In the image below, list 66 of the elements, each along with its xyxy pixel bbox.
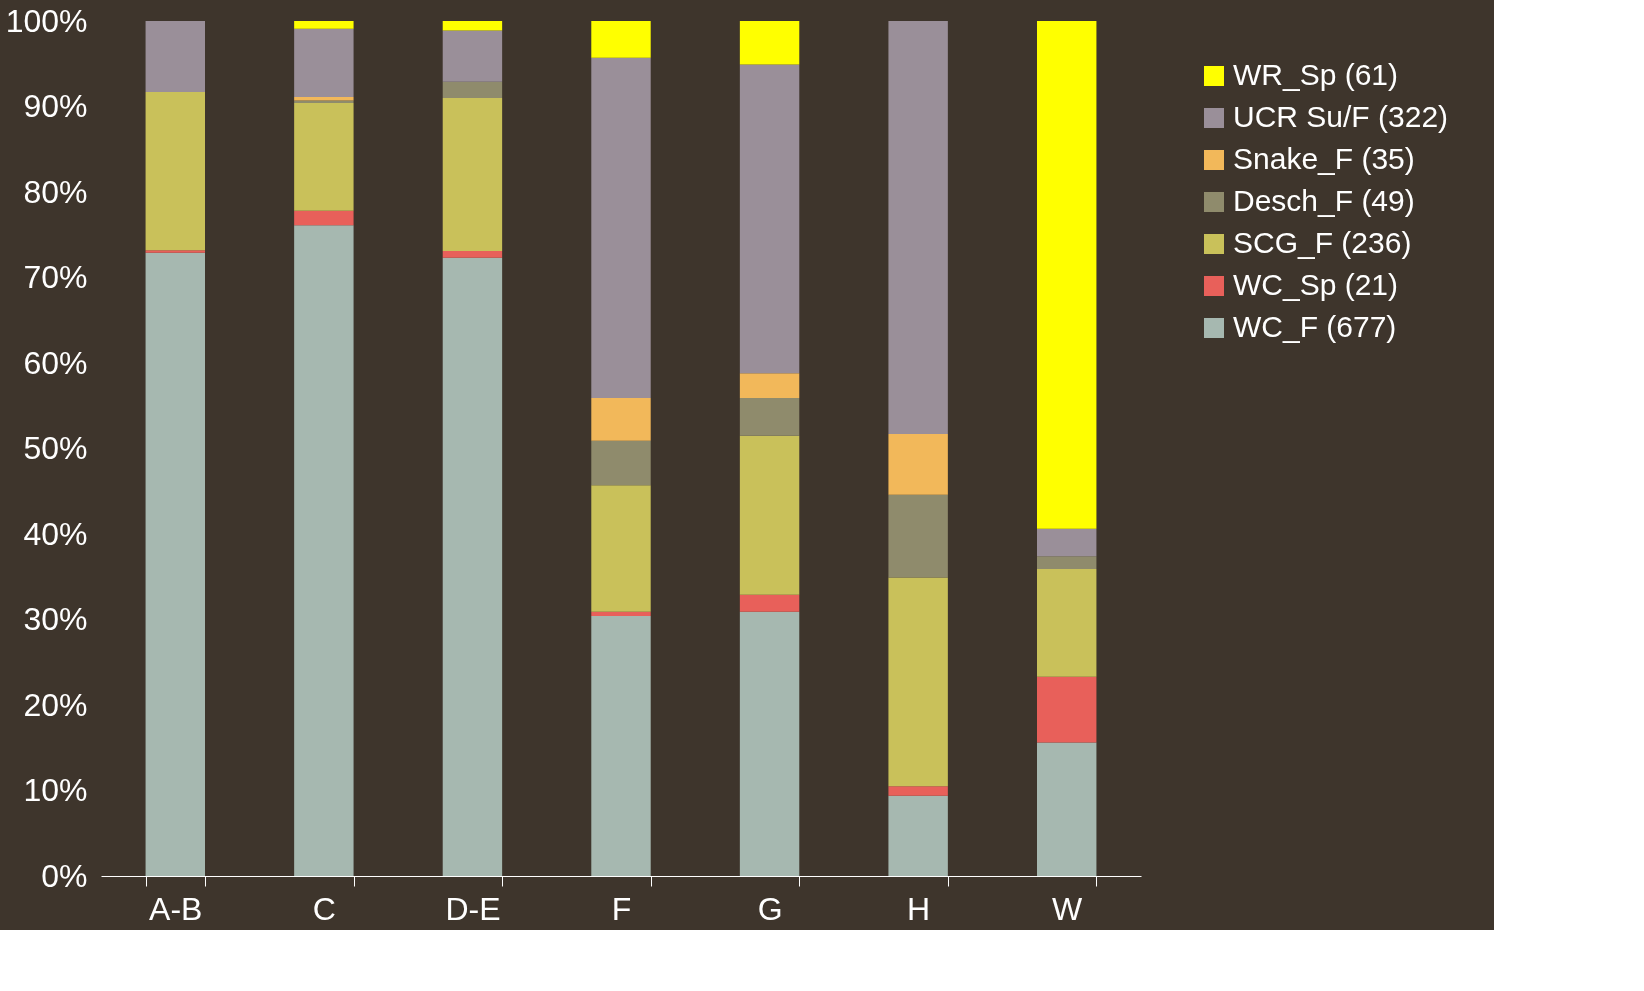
legend-label: WR_Sp (61)	[1233, 58, 1399, 91]
x-tick-label: F	[611, 890, 632, 927]
bar	[145, 252, 205, 876]
bar	[442, 251, 503, 258]
bar	[739, 611, 800, 876]
y-tick-label: 50%	[23, 430, 88, 466]
y-tick-label: 20%	[23, 686, 88, 723]
bar	[888, 21, 948, 434]
bar	[1037, 528, 1097, 557]
legend-label: WC_Sp (21)	[1233, 268, 1399, 301]
y-tick-label: 40%	[23, 515, 88, 552]
x-tick-label: D-E	[445, 890, 501, 927]
y-tick-label: 90%	[23, 88, 88, 124]
bar	[442, 21, 503, 31]
bar	[591, 398, 651, 441]
bar	[1037, 569, 1097, 677]
bar	[739, 398, 800, 436]
bar	[442, 97, 503, 251]
bar	[294, 210, 354, 226]
bar	[888, 494, 948, 578]
bar	[442, 30, 503, 82]
bar	[739, 594, 800, 612]
bar	[1037, 676, 1097, 743]
bar	[294, 28, 354, 98]
x-tick-label: W	[1052, 890, 1084, 927]
bar	[591, 485, 651, 612]
y-tick-label: 10%	[23, 772, 88, 808]
legend-label: Desch_F (49)	[1233, 184, 1415, 217]
x-tick-label: A-B	[149, 890, 203, 927]
bar	[1037, 742, 1097, 876]
y-tick-label: 60%	[23, 344, 88, 381]
legend-label: UCR Su/F (322)	[1233, 100, 1449, 133]
y-tick-label: 70%	[23, 259, 88, 295]
bar	[591, 616, 651, 876]
bar	[888, 795, 948, 876]
y-tick-label: 0%	[41, 857, 88, 894]
bar	[591, 611, 651, 617]
bar	[145, 21, 205, 92]
bar	[739, 21, 800, 65]
legend-label: WC_F (677)	[1233, 310, 1397, 343]
bar	[888, 577, 948, 787]
legend-label: Snake_F (35)	[1233, 142, 1415, 175]
x-tick-label: C	[312, 890, 336, 927]
bar	[739, 373, 800, 399]
bar	[591, 440, 651, 486]
bar	[1037, 556, 1097, 570]
bar	[442, 257, 503, 876]
bar	[294, 225, 354, 876]
bar	[591, 21, 651, 58]
bar	[888, 786, 948, 796]
bar	[442, 81, 503, 98]
bar	[294, 21, 354, 29]
x-tick-label: G	[757, 890, 783, 927]
y-tick-label: 80%	[23, 173, 88, 210]
bar	[145, 91, 205, 251]
x-tick-label: H	[907, 890, 931, 927]
bar	[591, 57, 651, 399]
bar	[1037, 21, 1097, 529]
bar	[739, 64, 800, 374]
y-tick-label: 30%	[23, 601, 88, 637]
bar	[888, 433, 948, 495]
bar	[739, 435, 800, 595]
bar	[145, 250, 205, 253]
legend-label: SCG_F (236)	[1233, 226, 1412, 259]
y-tick-label: 100%	[5, 2, 88, 39]
bar	[294, 103, 354, 211]
